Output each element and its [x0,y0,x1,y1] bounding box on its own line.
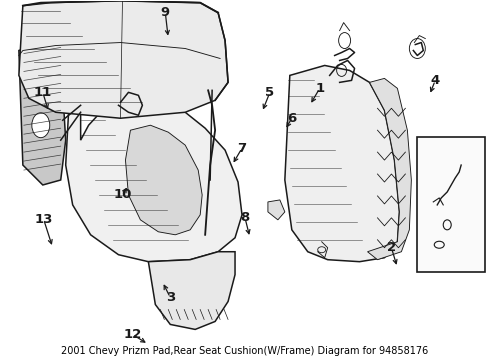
Text: 3: 3 [166,291,175,304]
Ellipse shape [31,55,47,75]
Polygon shape [285,66,399,262]
Text: 13: 13 [35,213,53,226]
Polygon shape [148,252,235,329]
Bar [417,137,485,272]
Text: 12: 12 [123,328,142,341]
Polygon shape [66,66,242,262]
Text: 2: 2 [387,241,396,254]
Text: 2001 Chevy Prizm Pad,Rear Seat Cushion(W/Frame) Diagram for 94858176: 2001 Chevy Prizm Pad,Rear Seat Cushion(W… [61,346,429,356]
Polygon shape [268,200,285,220]
Text: 1: 1 [315,82,324,95]
Text: 10: 10 [113,188,132,202]
Text: 11: 11 [34,86,52,99]
Ellipse shape [32,113,50,138]
Polygon shape [19,42,66,185]
Text: 7: 7 [238,141,246,155]
Text: 9: 9 [161,6,170,19]
Text: 4: 4 [431,74,440,87]
Polygon shape [125,125,202,235]
Text: 8: 8 [241,211,249,224]
Polygon shape [368,78,412,260]
Polygon shape [19,1,228,118]
Text: 6: 6 [287,112,296,125]
Text: 5: 5 [266,86,274,99]
